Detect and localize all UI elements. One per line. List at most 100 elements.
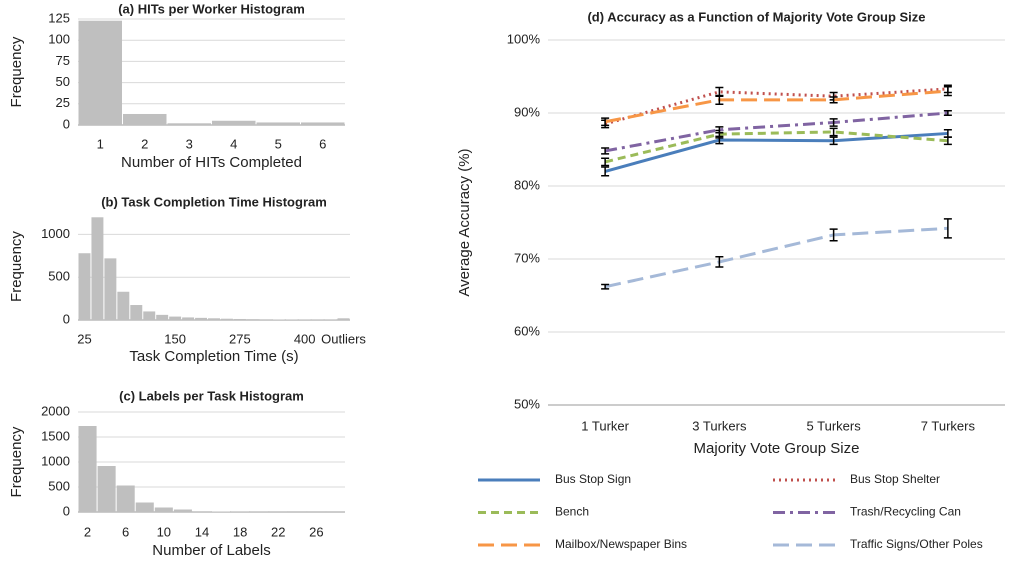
- bar: [272, 319, 285, 320]
- bar: [117, 291, 130, 320]
- bar: [233, 318, 246, 320]
- legend-label: Bus Stop Sign: [555, 472, 631, 486]
- y-tick-label: 0: [63, 311, 70, 326]
- y-tick-label: 125: [48, 10, 70, 25]
- y-axis-title: Frequency: [8, 426, 25, 497]
- error-bar: [601, 157, 610, 167]
- x-axis-title: Number of Labels: [152, 542, 270, 559]
- bar: [78, 253, 91, 320]
- error-bar: [715, 126, 724, 134]
- y-tick-label: 50: [56, 74, 70, 89]
- bar: [91, 217, 104, 320]
- y-tick-label: 1500: [41, 428, 70, 443]
- x-tick-label: 400: [294, 331, 316, 346]
- bar: [97, 466, 116, 512]
- error-bar: [829, 118, 838, 127]
- x-axis-title: Number of HITs Completed: [121, 154, 302, 171]
- bar: [256, 122, 300, 125]
- x-axis-title: Task Completion Time (s): [129, 348, 298, 365]
- bar: [104, 258, 117, 320]
- x-tick-label: 1: [97, 136, 104, 151]
- y-axis-title: Frequency: [8, 231, 25, 302]
- y-tick-label: 25: [56, 95, 70, 110]
- bar: [156, 314, 169, 320]
- error-bar: [601, 166, 610, 177]
- error-bar: [943, 136, 952, 146]
- bar: [182, 317, 195, 320]
- x-tick-label: 1 Turker: [581, 418, 629, 433]
- legend-label: Trash/Recycling Can: [850, 505, 961, 519]
- bar: [192, 511, 211, 512]
- x-tick-label: 10: [157, 524, 171, 539]
- bar: [259, 319, 272, 320]
- y-tick-label: 60%: [514, 323, 540, 338]
- bar: [208, 318, 220, 320]
- y-tick-label: 90%: [514, 104, 540, 119]
- y-tick-label: 1000: [41, 226, 70, 241]
- x-tick-label: Outliers: [321, 331, 366, 346]
- bar: [167, 123, 211, 125]
- error-bar: [829, 96, 838, 104]
- error-bar: [943, 218, 952, 239]
- x-tick-label: 4: [230, 136, 237, 151]
- y-tick-label: 500: [48, 269, 70, 284]
- error-bar: [829, 127, 838, 137]
- legend-label: Traffic Signs/Other Poles: [850, 537, 983, 551]
- series-line: [604, 87, 948, 126]
- error-bar: [943, 85, 952, 97]
- x-tick-label: 25: [77, 331, 91, 346]
- error-bar: [715, 94, 724, 105]
- x-tick-label: 7 Turkers: [921, 418, 976, 433]
- y-tick-label: 80%: [514, 177, 540, 192]
- x-axis-title: Majority Vote Group Size: [694, 440, 860, 457]
- legend-label: Mailbox/Newspaper Bins: [555, 537, 687, 551]
- bar: [143, 311, 156, 320]
- y-tick-label: 1000: [41, 453, 70, 468]
- x-tick-label: 26: [309, 524, 323, 539]
- error-bar: [601, 117, 610, 127]
- y-tick-label: 500: [48, 478, 70, 493]
- bar: [195, 317, 208, 320]
- x-tick-label: 2: [84, 524, 91, 539]
- x-tick-label: 150: [164, 331, 186, 346]
- bar: [337, 318, 350, 320]
- error-bar: [829, 228, 838, 242]
- bar: [78, 426, 97, 512]
- y-tick-label: 0: [63, 116, 70, 131]
- legend-label: Bench: [555, 505, 589, 519]
- error-bar: [715, 256, 724, 268]
- x-tick-label: 275: [229, 331, 251, 346]
- bar: [135, 502, 154, 512]
- x-tick-label: 3: [186, 136, 193, 151]
- series-line: [604, 111, 948, 153]
- error-bar: [829, 136, 838, 146]
- y-tick-label: 75: [56, 53, 70, 68]
- y-tick-label: 50%: [514, 396, 540, 411]
- bar: [301, 122, 345, 125]
- bar: [78, 20, 122, 125]
- bar: [154, 507, 173, 512]
- legend-label: Bus Stop Shelter: [850, 472, 940, 486]
- series-line: [604, 226, 948, 289]
- x-tick-label: 6: [122, 524, 129, 539]
- bar: [212, 120, 256, 125]
- x-tick-label: 14: [195, 524, 209, 539]
- chart-title: (d) Accuracy as a Function of Majority V…: [587, 9, 925, 24]
- y-tick-label: 100: [48, 32, 70, 47]
- bar: [212, 511, 231, 512]
- x-tick-label: 22: [271, 524, 285, 539]
- bar: [173, 509, 192, 512]
- bar: [116, 485, 135, 512]
- bar: [220, 318, 233, 320]
- bar: [123, 113, 167, 125]
- x-tick-label: 3 Turkers: [692, 418, 747, 433]
- error-bar: [943, 110, 952, 116]
- y-axis-title: Average Accuracy (%): [456, 148, 473, 296]
- y-tick-label: 100%: [507, 31, 541, 46]
- y-tick-label: 70%: [514, 250, 540, 265]
- error-bar: [601, 147, 610, 155]
- chart-title: (c) Labels per Task Histogram: [119, 388, 304, 403]
- series-line: [604, 89, 948, 124]
- chart-title: (a) HITs per Worker Histogram: [118, 1, 305, 16]
